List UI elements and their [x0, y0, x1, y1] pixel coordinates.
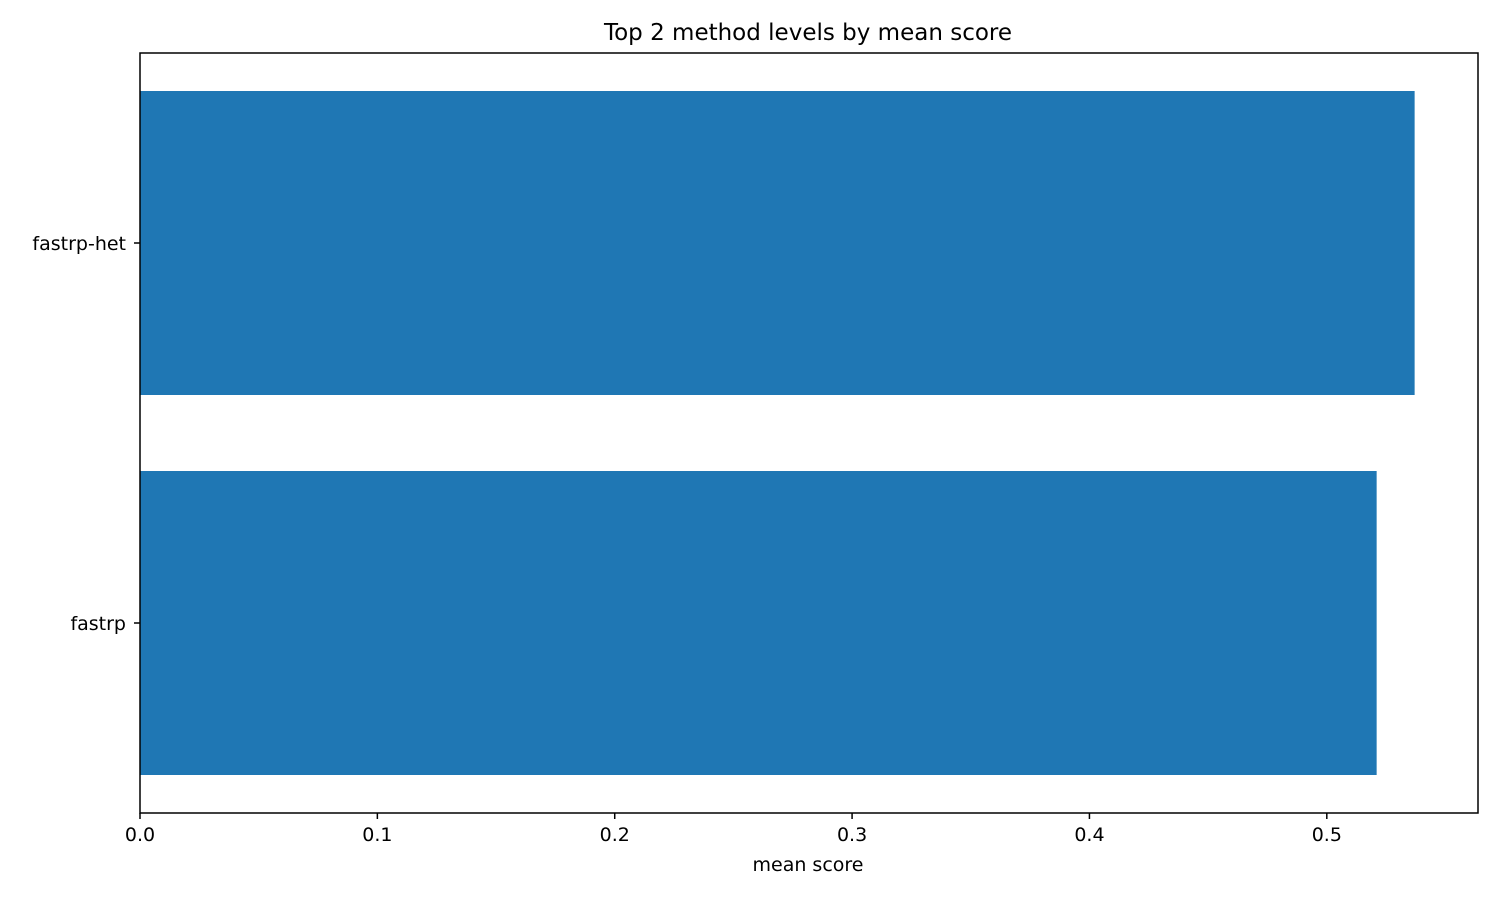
x-axis-label: mean score — [753, 854, 864, 876]
y-axis: fastrp-het fastrp — [32, 233, 140, 635]
x-tick-label: 0.5 — [1312, 824, 1342, 846]
x-tick-label: 0.0 — [125, 824, 155, 846]
x-axis: 0.0 0.1 0.2 0.3 0.4 0.5 — [125, 813, 1342, 846]
y-tick-label: fastrp-het — [32, 233, 126, 255]
x-tick-label: 0.1 — [362, 824, 392, 846]
bars-group — [140, 91, 1415, 775]
chart-title: Top 2 method levels by mean score — [603, 20, 1012, 46]
y-tick-label: fastrp — [70, 613, 126, 635]
plot-frame — [139, 52, 1479, 814]
x-tick-label: 0.3 — [837, 824, 867, 846]
bar-fastrp-het — [140, 91, 1415, 395]
x-tick-label: 0.2 — [600, 824, 630, 846]
bar-fastrp — [140, 471, 1377, 775]
x-tick-label: 0.4 — [1074, 824, 1104, 846]
